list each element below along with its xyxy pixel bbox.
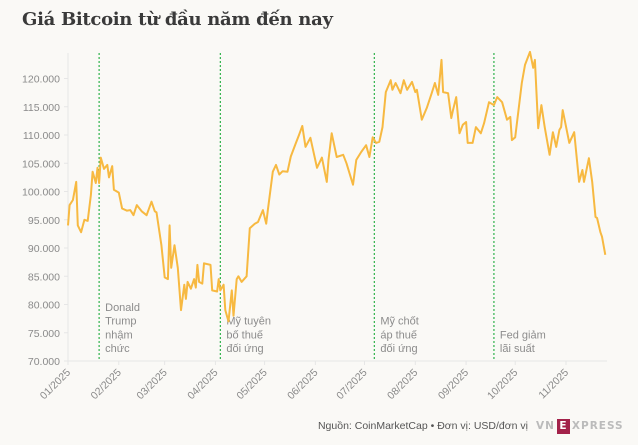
y-tick-label: 75.000 — [28, 328, 60, 340]
event-annotation-label: Fed giảm — [500, 329, 546, 341]
event-annotation-label: chức — [105, 343, 130, 355]
event-annotation-label: Mỹ tuyên — [226, 316, 271, 328]
event-annotation-label: nhậm — [105, 329, 133, 341]
x-tick-label: 02/2025 — [89, 367, 124, 402]
x-tick-label: 10/2025 — [485, 367, 520, 402]
event-annotation-label: áp thuế — [380, 329, 417, 341]
event-annotation-label: đối ứng — [380, 343, 417, 355]
event-annotation-label: Mỹ chốt — [380, 316, 419, 328]
y-tick-label: 100.000 — [22, 187, 60, 199]
event-annotation-label: lãi suất — [500, 343, 535, 355]
y-tick-label: 110.000 — [23, 130, 60, 142]
y-tick-label: 105.000 — [22, 158, 60, 170]
event-annotation-label: Donald — [105, 302, 140, 314]
y-tick-label: 85.000 — [28, 271, 60, 283]
y-tick-label: 70.000 — [28, 356, 60, 368]
y-tick-label: 95.000 — [28, 215, 60, 227]
x-tick-label: 07/2025 — [334, 367, 369, 402]
event-annotation-label: bố thuế — [226, 329, 263, 341]
vnexpress-logo: VN E XPRESS — [536, 418, 624, 434]
y-tick-label: 80.000 — [28, 300, 60, 312]
x-tick-label: 04/2025 — [185, 367, 220, 402]
x-tick-label: 03/2025 — [134, 367, 169, 402]
x-tick-label: 08/2025 — [385, 367, 420, 402]
event-annotation-label: Trump — [105, 316, 136, 328]
y-tick-label: 120.000 — [22, 74, 60, 86]
y-tick-label: 90.000 — [28, 243, 60, 255]
source-note: Nguồn: CoinMarketCap • Đơn vị: USD/đơn v… — [317, 420, 528, 432]
x-tick-label: 09/2025 — [436, 367, 471, 402]
chart-title: Giá Bitcoin từ đầu năm đến nay — [22, 9, 333, 30]
x-tick-label: 06/2025 — [285, 367, 320, 402]
x-tick-label: 11/2025 — [536, 367, 571, 402]
bitcoin-price-line — [67, 50, 607, 323]
x-tick-label: 05/2025 — [234, 367, 269, 402]
footer: Nguồn: CoinMarketCap • Đơn vị: USD/đơn v… — [0, 418, 638, 440]
x-tick-label: 01/2025 — [38, 367, 73, 402]
event-annotation-label: đối ứng — [226, 343, 263, 355]
y-tick-label: 115.000 — [23, 102, 60, 114]
